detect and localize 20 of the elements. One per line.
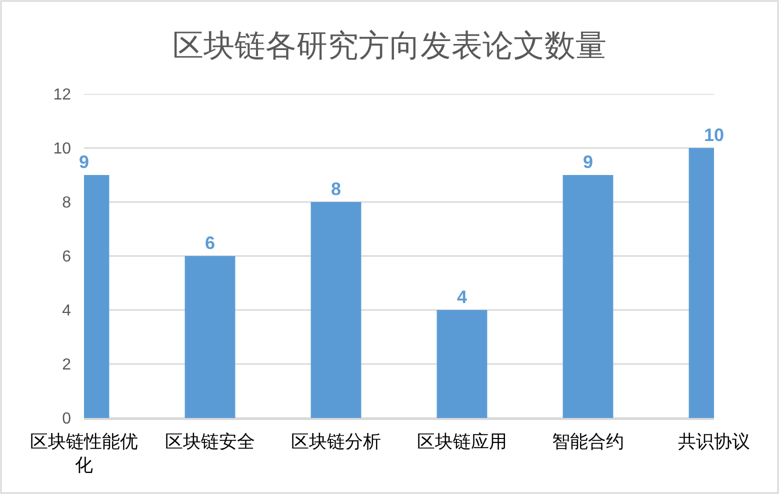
x-tick-label: 智能合约 [552,431,624,452]
data-label: 6 [204,233,216,253]
x-tick-label: 共识协议 [678,431,750,452]
y-tick-label: 0 [62,410,72,428]
chart-title: 区块链各研究方向发表论文数量 [172,28,606,63]
y-tick-label: 4 [62,302,72,320]
data-label: 9 [582,152,594,172]
data-label: 4 [456,287,468,307]
x-tick-label: 区块链安全 [165,431,255,452]
x-tick-label: 区块链应用 [417,431,507,452]
data-label: 9 [78,152,90,172]
data-label: 8 [330,179,342,199]
y-tick-label: 8 [62,194,72,212]
data-label: 10 [704,125,724,145]
y-tick-label: 2 [62,356,72,374]
x-tick-label: 区块链性能优化 [30,431,138,475]
y-tick-label: 10 [53,140,72,158]
y-tick-label: 6 [62,248,72,266]
y-tick-label: 12 [53,86,72,104]
x-tick-label: 区块链分析 [291,431,381,452]
